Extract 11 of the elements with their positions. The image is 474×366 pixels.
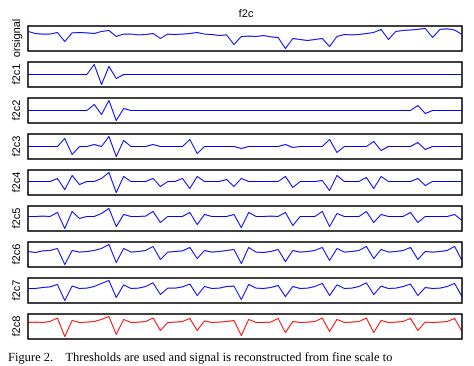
y-axis-title: f2c3 (11, 136, 23, 156)
y-axis-title: f2c4 (11, 172, 23, 192)
chart-title: f2c (238, 8, 254, 20)
y-axis-title: f2c2 (11, 100, 23, 120)
y-axis-title: f2c8 (11, 316, 23, 336)
y-axis-title: f2c7 (11, 280, 23, 300)
caption: Figure 2. Thresholds are used and signal is reconstructed from fine scale to (8, 350, 394, 365)
y-axis-title: f2c1 (11, 64, 23, 84)
y-axis-title: f2c6 (11, 244, 23, 264)
y-axis-title: f2c5 (11, 208, 23, 228)
y-axis-title: orsignal (11, 18, 23, 58)
